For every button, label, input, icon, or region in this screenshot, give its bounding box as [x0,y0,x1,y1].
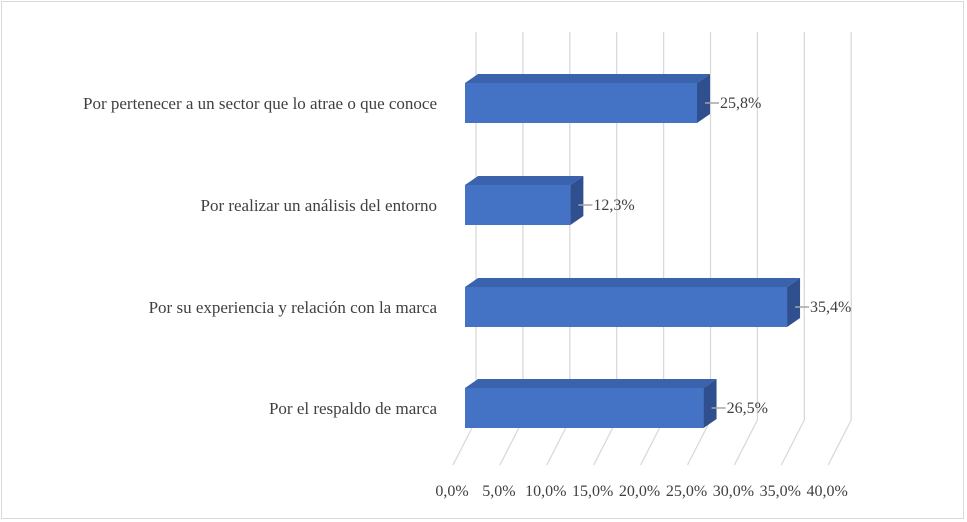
bar-top-face [465,278,801,287]
bar-side-face [697,74,711,123]
category-label: Por su experiencia y relación con la mar… [149,298,438,317]
x-tick-label: 5,0% [482,483,515,500]
category-label: Por realizar un análisis del entorno [200,196,437,215]
category-label: Por el respaldo de marca [269,399,437,418]
x-tick-label: 20,0% [619,483,660,500]
gridline-floor [686,419,712,466]
x-tick-label: 10,0% [525,483,566,500]
bars [465,74,801,428]
data-labels: 25,8% 12,3% 35,4% 26,5% [578,95,851,417]
bar-top-face [465,74,711,83]
bar-top-face [465,176,584,185]
x-tick-label: 30,0% [713,483,754,500]
bar [465,176,584,225]
category-label: Por pertenecer a un sector que lo atrae … [83,94,437,113]
data-label: 25,8% [720,95,761,112]
bar-front-face [465,287,788,327]
bar-front-face [465,185,571,225]
bar-side-face [787,278,801,327]
bar-side-face [703,379,717,428]
bar [465,278,801,327]
x-tick-label: 0,0% [435,483,468,500]
bar [465,74,711,123]
x-tick-label: 25,0% [666,483,707,500]
gridline-floor [780,419,805,466]
bar-side-face [570,176,584,225]
x-tick-label: 35,0% [760,483,801,500]
bar-front-face [465,388,704,428]
data-label: 35,4% [810,299,851,316]
gridline-floor [733,419,758,466]
data-label: 12,3% [593,197,634,214]
bar [465,379,717,428]
data-label: 26,5% [727,400,768,417]
category-labels: Por pertenecer a un sector que lo atrae … [83,94,437,418]
gridline-floor [827,419,852,466]
x-tick-label: 40,0% [807,483,848,500]
bar-top-face [465,379,717,388]
bar-front-face [465,83,698,123]
x-axis-ticks: 0,0% 5,0% 10,0% 15,0% 20,0% 25,0% 30,0% 35,0% 40… [435,483,848,500]
x-tick-label: 15,0% [572,483,613,500]
